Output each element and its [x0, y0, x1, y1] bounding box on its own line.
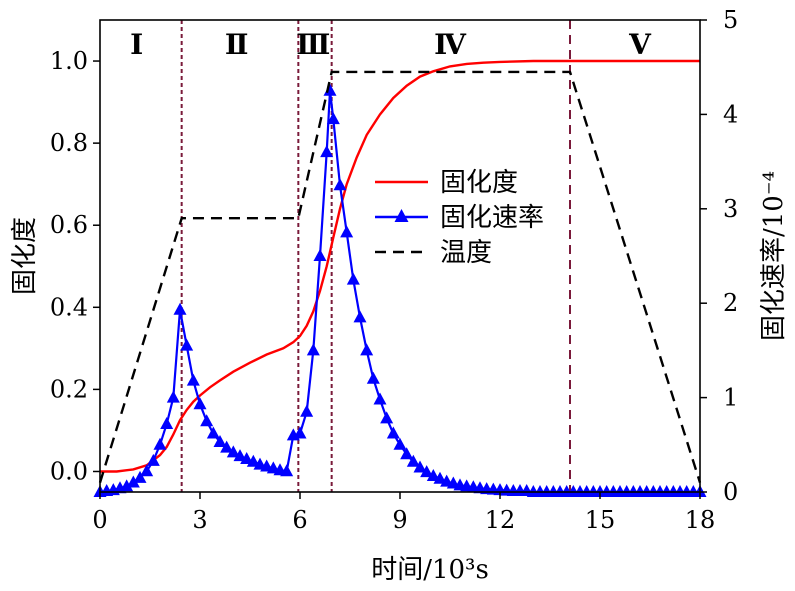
- y-right-tick-label: 2: [723, 289, 738, 317]
- legend-label-cure-degree: 固化度: [440, 168, 518, 198]
- cure-rate-point: [373, 392, 387, 405]
- series-layer: [93, 59, 707, 497]
- legend: 固化度 固化速率 温度: [375, 168, 544, 268]
- cure-rate-point: [120, 479, 134, 492]
- cure-rate-point: [206, 426, 220, 439]
- cure-rate-point: [226, 445, 240, 458]
- region-label: Ⅰ: [130, 28, 143, 61]
- cure-rate-point: [323, 83, 337, 96]
- x-tick-label: 6: [292, 506, 307, 534]
- cure-rate-line: [99, 90, 700, 494]
- y-right-tick-label: 5: [723, 6, 738, 34]
- x-tick-label: 15: [585, 506, 616, 534]
- x-tick-label: 3: [192, 506, 207, 534]
- y-left-tick-label: 0.2: [50, 375, 88, 403]
- cure-rate-point: [140, 464, 154, 477]
- legend-marker-triangle: [394, 209, 409, 222]
- cure-rate-point: [193, 397, 207, 410]
- y-left-tick-label: 0.0: [50, 457, 88, 485]
- cure-rate-point: [346, 272, 360, 285]
- cure-rate-point: [426, 468, 440, 481]
- cure-rate-point: [280, 464, 294, 477]
- y-left-tick-label: 1.0: [50, 47, 88, 75]
- y-right-axis-title: 固化速率/10⁻⁴: [759, 171, 789, 341]
- cure-rate-point: [166, 390, 180, 403]
- cure-rate-point: [220, 440, 234, 453]
- cure-rate-point: [366, 371, 380, 384]
- y-right-tick-label: 0: [723, 478, 738, 506]
- cure-rate-point: [320, 145, 334, 158]
- region-label: Ⅳ: [434, 28, 467, 61]
- cure-rate-point: [160, 417, 174, 430]
- cure-rate-point: [420, 465, 434, 478]
- region-boundaries: [180, 20, 571, 492]
- cure-rate-point: [173, 302, 187, 315]
- legend-label-temperature: 温度: [440, 238, 492, 268]
- cure-rate-point: [326, 112, 340, 125]
- cure-rate-point: [380, 411, 394, 424]
- cure-rate-point: [186, 373, 200, 386]
- cure-rate-point: [126, 475, 140, 488]
- cure-rate-point: [240, 451, 254, 464]
- cure-rate-point: [133, 470, 147, 483]
- y-right-tick-label: 4: [723, 100, 738, 128]
- cure-rate-point: [200, 414, 214, 427]
- legend-label-cure-rate: 固化速率: [440, 203, 544, 233]
- cure-rate-point: [246, 454, 260, 467]
- cure-rate-point: [393, 437, 407, 450]
- x-tick-label: 12: [485, 506, 516, 534]
- cure-rate-point: [333, 178, 347, 191]
- y-left-tick-label: 0.4: [50, 293, 88, 321]
- cure-degree-line: [100, 59, 700, 473]
- cure-rate-point: [360, 343, 374, 356]
- cure-rate-point: [153, 437, 167, 450]
- y-right-tick-label: 3: [723, 195, 738, 223]
- y-left-tick-label: 0.6: [50, 211, 88, 239]
- region-label: Ⅱ: [225, 28, 249, 61]
- cure-rate-point: [293, 426, 307, 439]
- region-labels: Ⅰ Ⅱ Ⅲ Ⅳ Ⅴ: [130, 28, 652, 61]
- x-tick-label: 0: [92, 506, 107, 534]
- cure-rate-point: [300, 404, 314, 417]
- x-tick-label: 9: [392, 506, 407, 534]
- cure-rate-point: [433, 471, 447, 484]
- region-label: Ⅴ: [628, 28, 652, 61]
- cure-rate-point: [413, 460, 427, 473]
- y-left-axis-title: 固化度: [10, 217, 40, 295]
- y-right-tick-label: 1: [723, 384, 738, 412]
- x-axis-title: 时间/10³s: [371, 555, 489, 585]
- cure-rate-point: [400, 447, 414, 460]
- y-left-tick-label: 0.8: [50, 129, 88, 157]
- cure-rate-point: [353, 310, 367, 323]
- cure-rate-point: [406, 454, 420, 467]
- region-label: Ⅲ: [296, 28, 330, 61]
- cure-rate-point: [340, 225, 354, 238]
- cure-rate-point: [306, 343, 320, 356]
- x-tick-label: 18: [685, 506, 716, 534]
- cure-rate-point: [146, 453, 160, 466]
- cure-rate-point: [180, 338, 194, 351]
- cure-rate-point: [386, 426, 400, 439]
- cure-rate-point: [213, 434, 227, 447]
- cure-rate-point: [233, 449, 247, 462]
- temperature-line: [98, 70, 702, 483]
- cure-rate-point: [313, 249, 327, 261]
